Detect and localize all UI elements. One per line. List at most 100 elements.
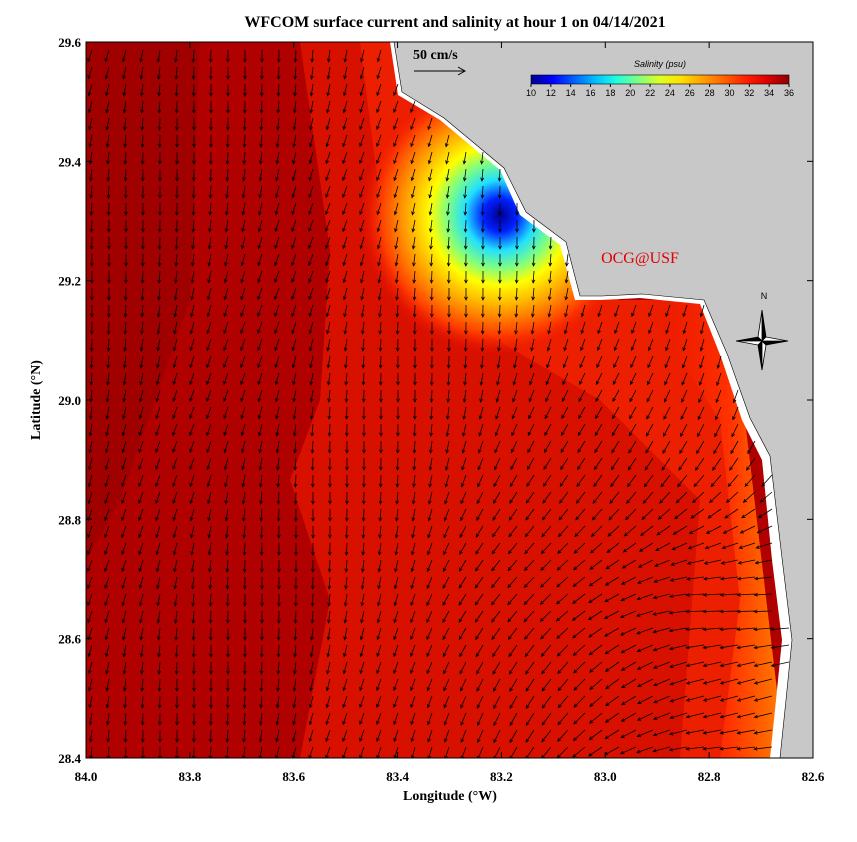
current-vector bbox=[463, 219, 468, 233]
current-vector bbox=[444, 134, 450, 148]
colorbar-tick-label: 26 bbox=[685, 88, 695, 98]
current-vector bbox=[344, 525, 349, 539]
current-vector bbox=[325, 729, 331, 743]
current-vector bbox=[242, 661, 247, 675]
current-vector bbox=[476, 491, 484, 505]
current-vector bbox=[620, 627, 637, 636]
current-vector bbox=[191, 66, 196, 80]
current-vector bbox=[685, 593, 705, 597]
current-vector bbox=[156, 49, 161, 63]
current-vector bbox=[593, 474, 603, 488]
current-vector bbox=[460, 508, 467, 522]
current-vector bbox=[613, 338, 620, 352]
current-vector bbox=[344, 406, 349, 420]
current-vector bbox=[293, 627, 298, 641]
current-vector bbox=[686, 559, 705, 565]
current-vector bbox=[653, 695, 671, 704]
current-vector bbox=[410, 644, 416, 658]
current-vector bbox=[326, 338, 331, 352]
current-vector bbox=[597, 321, 603, 335]
current-vector bbox=[590, 525, 603, 538]
current-vector bbox=[412, 457, 417, 471]
current-vector bbox=[736, 746, 756, 751]
current-vector bbox=[189, 508, 195, 522]
current-vector bbox=[546, 355, 552, 369]
current-vector bbox=[326, 100, 331, 114]
current-vector bbox=[376, 712, 382, 726]
current-vector bbox=[359, 253, 365, 267]
current-vector bbox=[480, 219, 485, 233]
x-tick-label: 84.0 bbox=[75, 769, 98, 784]
current-vector bbox=[394, 219, 399, 233]
current-vector bbox=[293, 474, 298, 488]
current-vector bbox=[427, 508, 433, 522]
current-vector bbox=[122, 661, 127, 675]
current-vector bbox=[543, 440, 552, 454]
current-vector bbox=[325, 287, 331, 301]
current-vector bbox=[540, 627, 552, 640]
current-vector bbox=[343, 644, 348, 658]
current-vector bbox=[589, 559, 603, 570]
current-vector bbox=[327, 423, 332, 437]
current-vector bbox=[342, 185, 348, 199]
current-vector bbox=[309, 355, 314, 369]
current-vector bbox=[648, 321, 654, 335]
current-vector bbox=[359, 202, 365, 216]
current-vector bbox=[291, 185, 297, 199]
current-vector bbox=[157, 270, 162, 284]
current-vector bbox=[240, 321, 246, 335]
current-vector bbox=[393, 83, 399, 97]
current-vector bbox=[223, 321, 229, 335]
current-vector bbox=[89, 236, 94, 250]
current-vector bbox=[274, 236, 280, 250]
current-vector bbox=[342, 236, 348, 250]
current-vector bbox=[172, 406, 178, 420]
current-vector bbox=[396, 372, 400, 386]
current-vector bbox=[641, 508, 654, 521]
current-vector bbox=[638, 542, 654, 552]
current-vector bbox=[620, 661, 637, 671]
current-vector bbox=[509, 729, 518, 744]
current-vector bbox=[376, 134, 382, 148]
current-vector bbox=[675, 491, 688, 504]
current-vector bbox=[138, 542, 144, 556]
current-vector bbox=[668, 610, 688, 615]
current-vector bbox=[597, 304, 603, 318]
current-vector bbox=[88, 712, 93, 726]
current-vector bbox=[243, 66, 247, 80]
current-vector bbox=[104, 542, 110, 556]
current-vector bbox=[525, 695, 535, 710]
current-vector bbox=[770, 661, 790, 668]
current-vector bbox=[359, 746, 365, 758]
current-vector bbox=[325, 151, 331, 165]
current-vector bbox=[561, 389, 569, 403]
current-vector bbox=[140, 321, 144, 335]
current-vector bbox=[656, 525, 671, 536]
current-vector bbox=[293, 440, 297, 454]
current-vector bbox=[258, 712, 263, 726]
current-vector bbox=[497, 338, 501, 352]
current-vector bbox=[89, 202, 94, 216]
current-vector bbox=[362, 474, 366, 488]
current-vector bbox=[462, 406, 467, 420]
current-vector bbox=[429, 423, 434, 437]
current-vector bbox=[260, 610, 264, 624]
current-vector bbox=[226, 627, 230, 641]
current-vector bbox=[376, 117, 382, 131]
current-vector bbox=[259, 491, 263, 505]
current-vector bbox=[208, 576, 213, 590]
current-vector bbox=[690, 508, 705, 519]
current-vector bbox=[209, 695, 213, 709]
current-vector bbox=[192, 729, 196, 743]
current-vector bbox=[242, 576, 247, 590]
current-vector bbox=[360, 576, 365, 590]
current-vector bbox=[513, 338, 518, 352]
current-vector bbox=[223, 338, 229, 352]
current-vector bbox=[475, 627, 484, 641]
current-vector bbox=[309, 695, 314, 709]
current-vector bbox=[376, 236, 382, 250]
current-vector bbox=[275, 406, 280, 420]
current-vector bbox=[577, 440, 586, 454]
current-vector bbox=[156, 355, 161, 369]
current-vector bbox=[342, 678, 348, 692]
